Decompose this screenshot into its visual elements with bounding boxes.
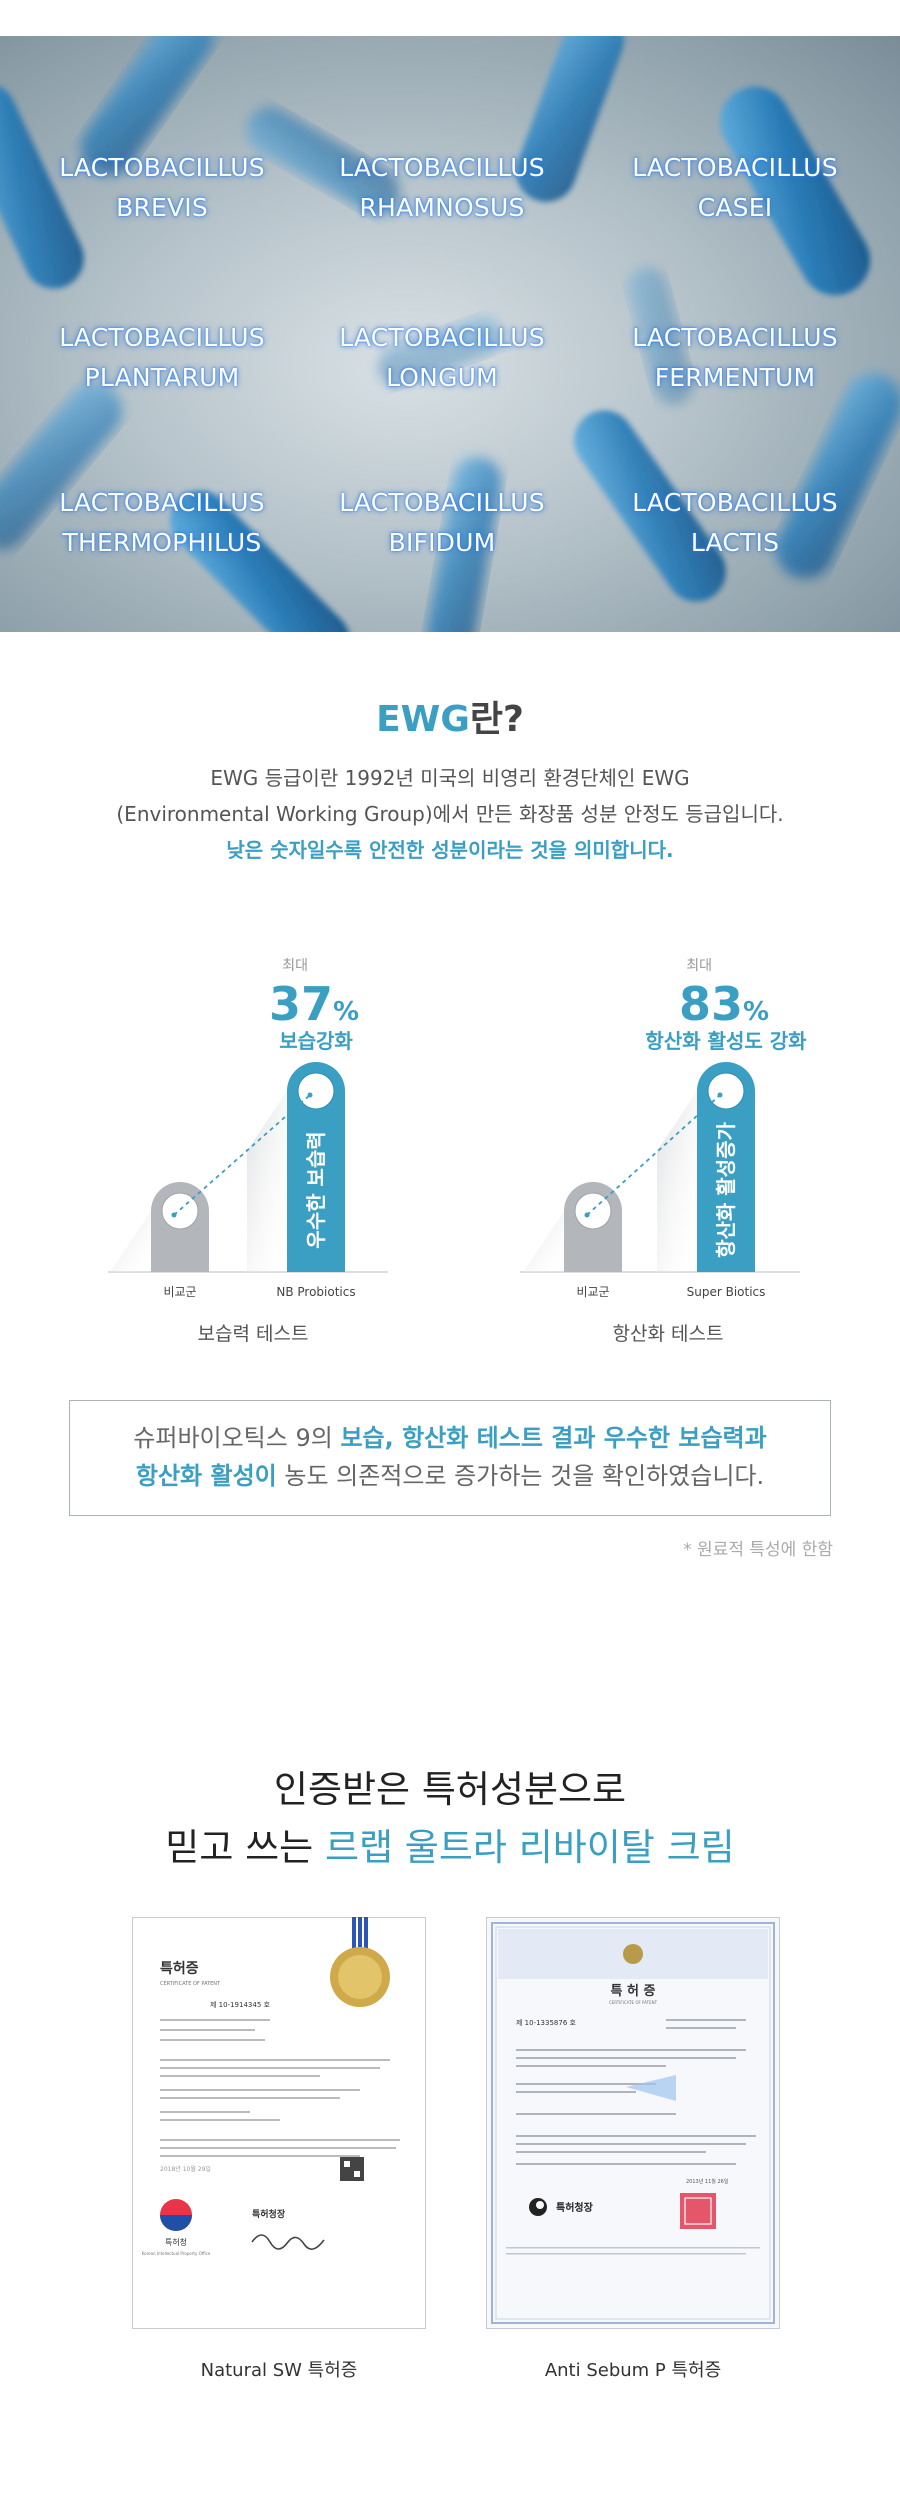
trend-dashed-line	[586, 1094, 721, 1216]
bacteria-species: RHAMNOSUS	[359, 193, 525, 222]
bacteria-label-brevis: LACTOBACILLUS BREVIS	[12, 148, 312, 228]
ewg-title-rest: 란?	[469, 699, 524, 740]
max-label: 최대	[686, 958, 712, 974]
ewg-description-line-1: EWG 등급이란 1992년 미국의 비영리 환경단체인 EWG	[210, 766, 690, 790]
bar-shadow	[247, 1091, 287, 1272]
patent-title-line-1: 인증받은 특허성분으로	[273, 1768, 627, 1811]
bacteria-label-lactis: LACTOBACILLUS LACTIS	[585, 483, 885, 563]
bacteria-label-casei: LACTOBACILLUS CASEI	[585, 148, 885, 228]
cert2-subheading: CERTIFICATE OF PATENT	[609, 2000, 658, 2005]
cert1-subheading: CERTIFICATE OF PATENT	[160, 1981, 221, 1987]
bacteria-label-thermophilus: LACTOBACILLUS THERMOPHILUS	[12, 483, 312, 563]
highlight-value: 83	[679, 977, 743, 1031]
cert2-office: 특허청장	[556, 2201, 594, 2214]
ewg-description-line-3: 낮은 숫자일수록 안전한 성분이라는 것을 의미합니다.	[226, 838, 674, 862]
bar-product-1	[697, 1062, 755, 1272]
patent-title-product-name: 르랩 울트라 리바이탈 크림	[324, 1826, 735, 1869]
patent-title-line-2-text: 믿고 쓰는	[165, 1826, 325, 1869]
bacteria-label-plantarum: LACTOBACILLUS PLANTARUM	[12, 318, 312, 398]
bar-knob	[707, 1072, 745, 1110]
result-line-2: 항산화 활성이 농도 의존적으로 증가하는 것을 확인하였습니다.	[70, 1457, 830, 1495]
patent-certificate-anti-sebum-p: 특 허 증 CERTIFICATE OF PATENT 제 10-1335876…	[486, 1917, 780, 2329]
cert-caption-anti-sebum-p: Anti Sebum P 특허증	[544, 2360, 722, 2381]
bacteria-species: LACTIS	[690, 528, 780, 557]
bar-vertical-label: 항산화 활성증가	[714, 1122, 738, 1258]
highlight-unit: %	[333, 997, 359, 1027]
cert-caption-natural-sw: Natural SW 특허증	[200, 2360, 358, 2381]
ewg-description-line-2: (Environmental Working Group)에서 만든 화장품 성…	[116, 802, 784, 826]
chart-category-label: 비교군	[163, 1285, 196, 1299]
bacteria-label-bifidum: LACTOBACILLUS BIFIDUM	[292, 483, 592, 563]
trend-dashed-line	[173, 1094, 311, 1216]
highlight-value: 37	[269, 977, 333, 1031]
ingredient-note: * 원료적 특성에 한함	[683, 1540, 833, 1560]
result-line-2-highlight: 항산화 활성이	[135, 1462, 277, 1490]
bacteria-species: CASEI	[697, 193, 773, 222]
bacteria-genus: LACTOBACILLUS	[339, 153, 545, 182]
cert1-office: 특허청	[165, 2238, 187, 2247]
cert1-date: 2018년 10월 29일	[160, 2165, 211, 2173]
bar-product-0	[287, 1062, 345, 1272]
ewg-title: EWG란?	[0, 690, 900, 742]
chart-category-label: 비교군	[576, 1285, 609, 1299]
bacteria-genus: LACTOBACILLUS	[339, 488, 545, 517]
qr-code-icon	[340, 2157, 364, 2181]
result-line-1: 슈퍼바이오틱스 9의 보습, 항산화 테스트 결과 우수한 보습력과	[70, 1419, 830, 1457]
bacteria-genus: LACTOBACILLUS	[59, 323, 265, 352]
bacteria-label-rhamnosus: LACTOBACILLUS RHAMNOSUS	[292, 148, 592, 228]
emblem-icon	[623, 1944, 643, 1964]
bacteria-background-illustration	[0, 36, 900, 632]
cert2-number: 제 10-1335876 호	[516, 2019, 576, 2027]
bar-knob	[297, 1072, 335, 1110]
cert1-commissioner: 특허청장	[252, 2208, 286, 2220]
result-line-1-text: 슈퍼바이오틱스 9의	[133, 1424, 341, 1452]
patent-certificate-natural-sw: 특허증 CERTIFICATE OF PATENT 제 10-1914345 호…	[132, 1917, 426, 2329]
chart-category-label: NB Probiotics	[276, 1285, 355, 1299]
bacteria-species: THERMOPHILUS	[62, 528, 262, 557]
ewg-title-highlight: EWG	[376, 699, 470, 740]
bacteria-genus: LACTOBACILLUS	[632, 488, 838, 517]
chart-title-antioxidant: 항산화 테스트	[612, 1323, 724, 1345]
bacteria-label-fermentum: LACTOBACILLUS FERMENTUM	[585, 318, 885, 398]
cert1-office-en: Korean Intellectual Property Office	[142, 2251, 211, 2256]
cert2-heading: 특 허 증	[611, 1983, 656, 1999]
patent-title-line-2: 믿고 쓰는 르랩 울트라 리바이탈 크림	[0, 1823, 900, 1873]
bacteria-genus: LACTOBACILLUS	[339, 323, 545, 352]
bacteria-species: PLANTARUM	[84, 363, 240, 392]
bacteria-species: BIFIDUM	[388, 528, 496, 557]
probiotics-hero: LACTOBACILLUS BREVIS LACTOBACILLUS RHAMNOSU…	[0, 36, 900, 632]
bacteria-species: BREVIS	[116, 193, 208, 222]
bacteria-species: LONGUM	[386, 363, 498, 392]
highlight-label: 보습강화	[279, 1029, 353, 1053]
chart-title-moisture: 보습력 테스트	[197, 1323, 309, 1345]
bacteria-genus: LACTOBACILLUS	[59, 488, 265, 517]
highlight-percent: 83%	[679, 977, 769, 1031]
bacteria-species: FERMENTUM	[654, 363, 816, 392]
cert1-heading: 특허증	[160, 1960, 199, 1977]
bacteria-genus: LACTOBACILLUS	[632, 153, 838, 182]
bacteria-genus: LACTOBACILLUS	[59, 153, 265, 182]
highlight-percent: 37%	[269, 977, 359, 1031]
result-line-1-highlight: 보습, 항산화 테스트 결과 우수한 보습력과	[340, 1424, 767, 1452]
cert1-number: 제 10-1914345 호	[210, 2001, 270, 2009]
bar-shadow	[111, 1211, 151, 1272]
highlight-label: 항산화 활성도 강화	[645, 1029, 807, 1053]
bacteria-name-grid: LACTOBACILLUS BREVIS LACTOBACILLUS RHAMNOSU…	[0, 36, 900, 632]
highlight-unit: %	[743, 997, 769, 1027]
commissioner-signature-icon	[251, 2234, 325, 2250]
official-seal-stamp-icon	[680, 2193, 716, 2229]
bar-shadow	[657, 1091, 697, 1272]
test-result-summary-box: 슈퍼바이오틱스 9의 보습, 항산화 테스트 결과 우수한 보습력과 항산화 활…	[69, 1400, 831, 1516]
bacteria-label-longum: LACTOBACILLUS LONGUM	[292, 318, 592, 398]
chart-category-label: Super Biotics	[687, 1285, 766, 1299]
bacteria-genus: LACTOBACILLUS	[632, 323, 838, 352]
max-label: 최대	[282, 958, 308, 974]
cert2-date: 2013년 11월 26일	[686, 2178, 729, 2185]
bar-shadow	[524, 1211, 564, 1272]
bar-vertical-label: 우수한 보습력	[304, 1131, 328, 1248]
result-line-2-text: 농도 의존적으로 증가하는 것을 확인하였습니다.	[276, 1462, 765, 1490]
